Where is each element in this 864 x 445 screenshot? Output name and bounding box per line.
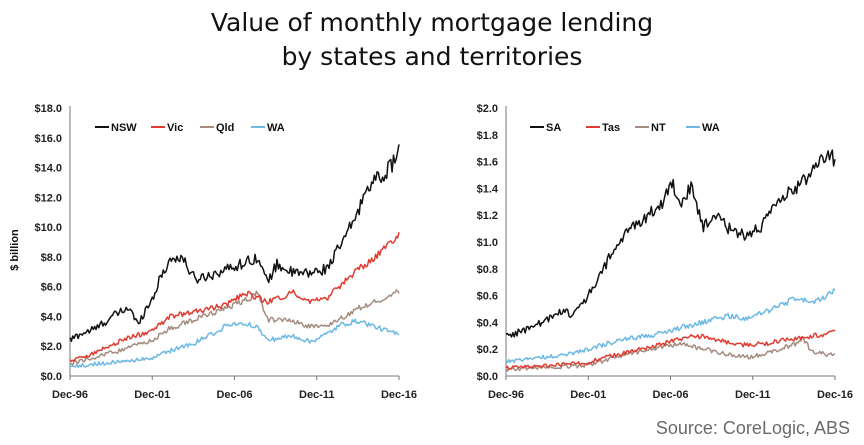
chart-title-line-1: Value of monthly mortgage lending (210, 8, 654, 37)
chart-title: Value of monthly mortgage lending by sta… (0, 6, 864, 74)
legend-label-left-nsw: NSW (111, 122, 137, 134)
series-line-right-sa (505, 149, 836, 338)
series-line-left-nsw (69, 144, 400, 343)
y-tick-label-left-2: $4.0 (41, 311, 62, 323)
x-tick-label-right-1: Dec-01 (570, 389, 606, 401)
series-line-left-qld (69, 289, 400, 366)
x-tick-label-right-4: Dec-16 (817, 389, 853, 401)
chart-title-line-2: by states and territories (281, 42, 583, 71)
y-tick-label-right-7: $1.4 (477, 183, 499, 195)
legend-label-right-sa: SA (546, 122, 561, 134)
x-tick-label-right-2: Dec-06 (652, 389, 688, 401)
y-tick-label-left-4: $8.0 (41, 252, 62, 264)
legend-label-right-tas: Tas (602, 122, 620, 134)
legend-label-left-qld: Qld (216, 122, 234, 134)
series-line-left-wa (69, 318, 400, 369)
legend-label-left-vic: Vic (167, 122, 183, 134)
legend-label-right-nt: NT (651, 122, 666, 134)
y-tick-label-right-3: $0.6 (477, 291, 498, 303)
x-tick-label-left-1: Dec-01 (134, 389, 170, 401)
y-tick-label-left-7: $14.0 (34, 163, 62, 175)
legend-label-right-wa: WA (702, 122, 720, 134)
y-tick-label-right-4: $0.8 (477, 264, 498, 276)
y-tick-label-right-0: $0.0 (477, 371, 498, 383)
y-axis-label-left: $ billion (9, 229, 21, 271)
y-tick-label-left-1: $2.0 (41, 341, 62, 353)
y-tick-label-left-6: $12.0 (34, 192, 62, 204)
y-tick-label-right-9: $1.8 (477, 130, 498, 142)
y-tick-label-left-8: $16.0 (34, 133, 62, 145)
y-tick-label-right-10: $2.0 (477, 103, 498, 115)
y-tick-label-left-3: $6.0 (41, 282, 62, 294)
y-tick-label-left-0: $0.0 (41, 371, 62, 383)
x-tick-label-right-0: Dec-96 (488, 389, 524, 401)
x-tick-label-left-4: Dec-16 (381, 389, 417, 401)
y-tick-label-right-2: $0.4 (477, 317, 499, 329)
y-tick-label-left-9: $18.0 (34, 103, 62, 115)
y-tick-label-right-1: $0.2 (477, 344, 498, 356)
y-tick-label-right-8: $1.6 (477, 157, 498, 169)
source-note: Source: CoreLogic, ABS (655, 418, 850, 438)
y-tick-label-right-6: $1.2 (477, 210, 498, 222)
x-tick-label-left-3: Dec-11 (299, 389, 334, 401)
series-line-left-vic (69, 232, 400, 362)
y-tick-label-right-5: $1.0 (477, 237, 498, 249)
x-tick-label-left-0: Dec-96 (52, 389, 88, 401)
y-tick-label-left-5: $10.0 (34, 222, 62, 234)
series-line-right-nt (505, 336, 836, 372)
series-line-right-tas (505, 329, 836, 371)
x-tick-label-left-2: Dec-06 (216, 389, 252, 401)
series-line-right-wa (505, 288, 836, 364)
legend-label-left-wa: WA (267, 122, 285, 134)
x-tick-label-right-3: Dec-11 (735, 389, 770, 401)
